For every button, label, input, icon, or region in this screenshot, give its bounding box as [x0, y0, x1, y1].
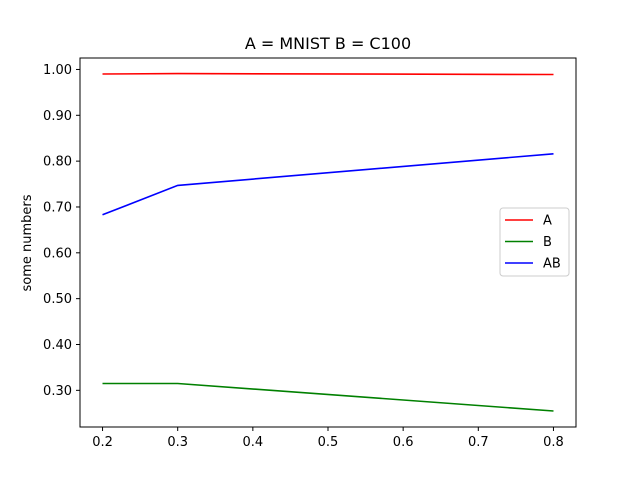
y-tick-label: 0.40 — [43, 338, 72, 353]
legend: AB AB — [499, 207, 570, 277]
x-tick-label: 0.7 — [468, 435, 489, 450]
series-layer — [102, 72, 554, 412]
x-tick-label: 0.3 — [167, 435, 188, 450]
x-tick-label: 0.5 — [318, 435, 339, 450]
legend-label-a: A — [543, 214, 552, 229]
y-tick-label: 0.60 — [43, 246, 72, 261]
legend-label-ab: AB — [543, 257, 561, 272]
y-tick-label: 0.70 — [43, 200, 72, 215]
y-tick-label: 0.80 — [43, 155, 72, 170]
plot-frame — [79, 57, 577, 428]
y-axis-label: some numbers — [20, 194, 35, 291]
ticks-layer: 0.2 0.3 0.4 0.5 0.6 0.7 0.8 0.30 0.40 0.50 0.60 0.7… — [43, 63, 564, 450]
series-line-b — [102, 382, 554, 412]
legend-label-b: B — [543, 235, 552, 250]
y-tick-label: 0.30 — [43, 384, 72, 399]
x-tick-label: 0.2 — [92, 435, 113, 450]
chart-title: A = MNIST B = C100 — [245, 34, 411, 53]
series-line-a — [102, 72, 554, 76]
series-line-ab — [102, 153, 554, 216]
x-tick-label: 0.4 — [243, 435, 264, 450]
y-tick-label: 0.50 — [43, 292, 72, 307]
x-tick-label: 0.6 — [393, 435, 414, 450]
x-tick-label: 0.8 — [543, 435, 564, 450]
y-tick-label: 1.00 — [43, 63, 72, 78]
legend-box — [499, 207, 570, 277]
y-tick-label: 0.90 — [43, 109, 72, 124]
